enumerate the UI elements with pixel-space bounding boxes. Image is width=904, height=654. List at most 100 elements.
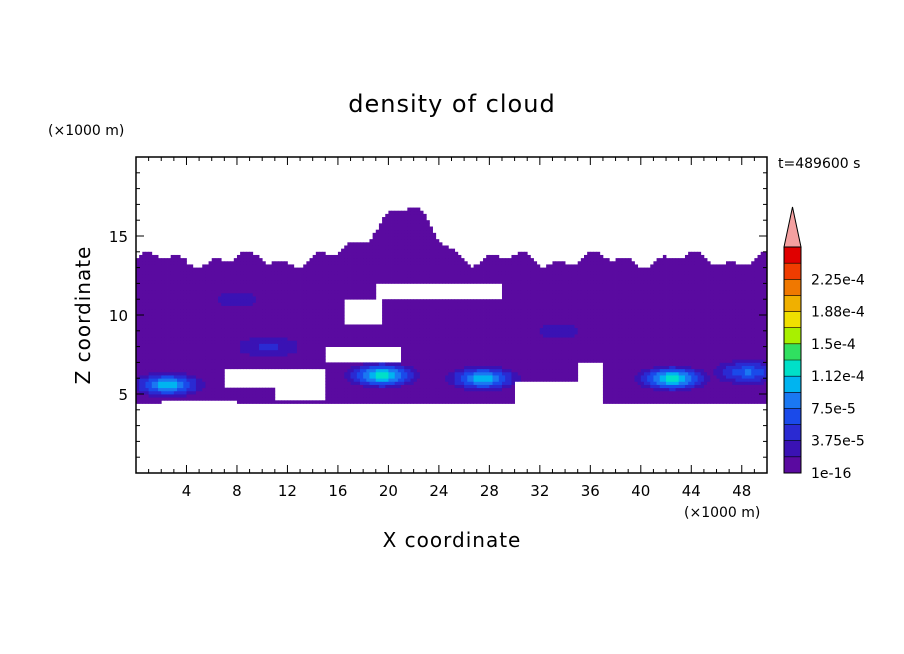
field-cell [167,381,172,385]
field-cell [158,318,162,322]
field-cell [514,315,519,319]
field-cell [221,365,225,370]
field-cell [757,337,762,341]
field-cell [486,327,490,332]
field-cell [208,311,213,316]
field-cell [691,371,695,376]
field-cell [142,327,146,332]
field-cell [230,311,235,316]
field-cell [309,333,314,338]
field-cell [224,346,228,351]
field-cell [375,327,380,332]
field-cell [161,330,165,335]
field-cell [243,356,247,360]
field-cell [599,321,604,325]
field-cell [382,337,386,341]
field-cell [142,397,146,401]
field-cell [243,343,247,347]
field-cell [287,362,291,366]
field-cell [284,337,288,341]
field-cell [445,368,449,373]
field-cell [697,365,702,370]
field-cell [189,384,194,389]
field-cell [498,384,503,389]
field-cell [136,327,140,332]
field-cell [489,397,493,401]
field-cell [347,330,351,335]
field-cell [524,365,528,370]
field-cell [429,375,433,379]
field-cell [438,365,443,370]
field-cell [580,318,585,322]
field-cell [173,311,178,316]
field-cell [542,356,547,360]
field-cell [243,340,247,344]
field-cell [227,387,232,392]
field-cell [224,315,228,319]
field-cell [609,400,613,404]
field-cell [180,346,184,351]
field-cell [486,368,490,373]
field-cell [432,375,437,379]
field-cell [382,387,386,392]
field-cell [763,330,768,335]
field-cell [287,365,291,370]
field-cell [508,371,512,376]
field-cell [511,315,515,319]
field-cell [684,371,689,376]
field-cell [530,340,534,344]
field-cell [435,400,440,404]
field-cell [306,346,310,351]
field-cell [527,349,531,354]
field-cell [596,352,601,357]
field-cell [470,362,474,366]
field-cell [457,400,462,404]
field-cell [596,359,601,363]
field-cell [334,368,339,373]
field-cell [574,371,579,376]
field-cell [423,387,427,392]
field-cell [722,375,727,379]
field-cell [669,318,673,322]
field-cell [438,324,443,329]
field-cell [164,333,168,338]
field-cell [451,397,456,401]
field-cell [732,318,736,322]
field-cell [505,330,509,335]
field-cell [684,394,689,398]
field-cell [584,359,588,363]
field-cell [640,321,645,325]
field-cell [341,368,345,373]
field-cell [429,346,433,351]
field-cell [470,397,474,401]
field-cell [467,321,471,325]
field-cell [754,378,758,382]
field-cell [527,330,531,335]
field-cell [136,387,140,392]
field-cell [675,378,680,382]
field-cell [754,362,758,366]
field-cell [136,337,140,341]
field-cell [722,371,727,376]
field-cell [385,321,389,325]
field-cell [177,375,181,379]
field-cell [634,390,639,395]
field-cell [281,343,285,347]
field-cell [681,362,686,366]
field-cell [653,324,657,329]
field-cell [732,346,736,351]
field-cell [549,375,553,379]
field-cell [154,384,159,389]
field-cell [211,330,216,335]
field-cell [729,378,733,382]
field-cell [741,321,746,325]
field-cell [195,321,200,325]
field-cell [571,315,575,319]
field-cell [334,362,339,366]
field-cell [397,340,402,344]
field-cell [681,318,686,322]
field-cell [407,333,411,338]
field-cell [729,315,733,319]
field-cell [158,340,162,344]
field-cell [495,327,500,332]
